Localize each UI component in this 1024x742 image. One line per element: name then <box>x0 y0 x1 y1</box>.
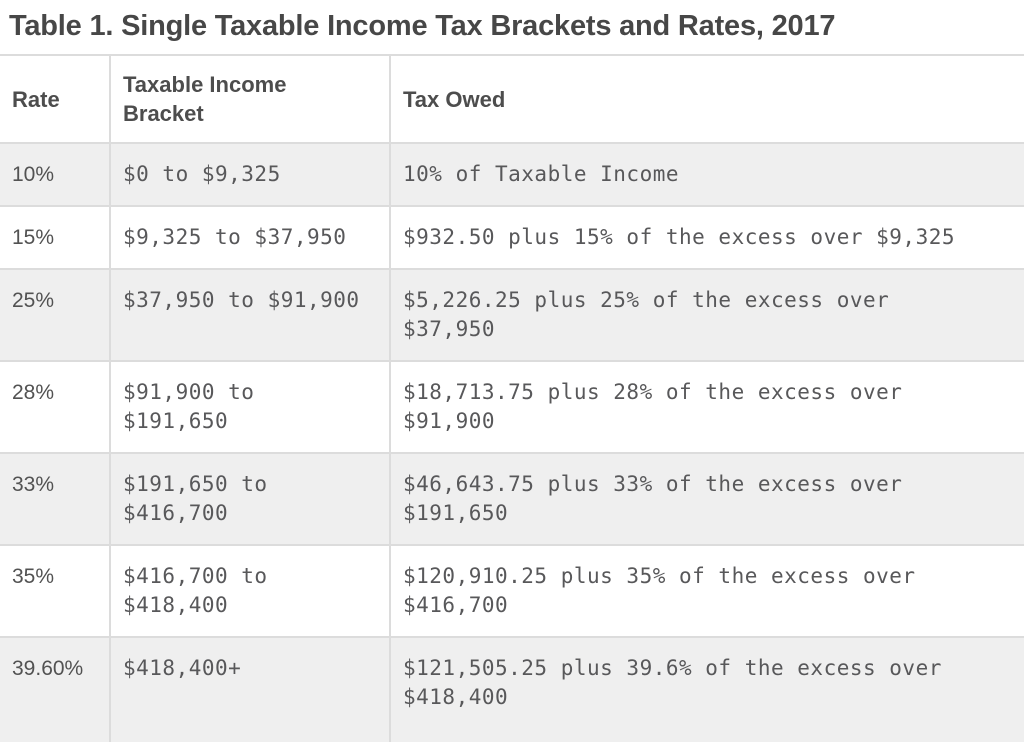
rate-cell: 15% <box>0 206 111 270</box>
tax-owed-cell: $120,910.25 plus 35% of the excess over … <box>390 545 1024 638</box>
rate-cell: 28% <box>0 361 111 454</box>
bracket-cell: $9,325 to $37,950 <box>110 206 391 270</box>
tax-owed-cell: $18,713.75 plus 28% of the excess over $… <box>390 361 1024 454</box>
tax-owed-cell: $121,505.25 plus 39.6% of the excess ove… <box>403 656 942 709</box>
bracket-cell: $191,650 to $416,700 <box>110 453 391 546</box>
bracket-cell: $416,700 to $418,400 <box>110 545 391 638</box>
bracket-cell: $91,900 to $191,650 <box>110 361 391 454</box>
column-header-tax-owed: Tax Owed <box>390 55 1024 144</box>
table-row: 10% $0 to $9,325 10% of Taxable Income <box>0 143 1024 207</box>
tax-owed-cell: $5,226.25 plus 25% of the excess over $3… <box>390 269 1024 362</box>
bracket-cell: $0 to $9,325 <box>110 143 391 207</box>
rate-cell: 25% <box>0 269 111 362</box>
header-row: Rate Taxable Income Bracket Tax Owed <box>0 55 1024 144</box>
column-header-rate: Rate <box>0 55 111 144</box>
tax-owed-cell: $46,643.75 plus 33% of the excess over $… <box>390 453 1024 546</box>
table-header: Rate Taxable Income Bracket Tax Owed <box>0 55 1024 144</box>
bracket-cell: $418,400+ <box>110 637 391 742</box>
table-row: 15% $9,325 to $37,950 $932.50 plus 15% of … <box>0 206 1024 270</box>
tax-owed-cell: 10% of Taxable Income <box>390 143 1024 207</box>
tax-brackets-table: Rate Taxable Income Bracket Tax Owed 10%… <box>0 54 1024 742</box>
rate-cell: 33% <box>0 453 111 546</box>
table-row: 33% $191,650 to $416,700 $46,643.75 plus 3… <box>0 453 1024 546</box>
table-row: 39.60% $418,400+ $121,505.25 plus 39.6% of… <box>0 637 1024 742</box>
page-title: Table 1. Single Taxable Income Tax Brack… <box>9 10 836 42</box>
table-row: 35% $416,700 to $418,400 $120,910.25 plus … <box>0 545 1024 638</box>
bracket-cell: $37,950 to $91,900 <box>110 269 391 362</box>
table-body: 10% $0 to $9,325 10% of Taxable Income 15% $… <box>0 143 1024 742</box>
tax-owed-cell: $932.50 plus 15% of the excess over $9,3… <box>390 206 1024 270</box>
table-row: 25% $37,950 to $91,900 $5,226.25 plus 25% … <box>0 269 1024 362</box>
rate-cell: 35% <box>0 545 111 638</box>
rate-cell: 10% <box>0 143 111 207</box>
rate-cell: 39.60% <box>0 637 111 742</box>
column-header-taxable-income-bracket: Taxable Income Bracket <box>110 55 391 144</box>
table-row: 28% $91,900 to $191,650 $18,713.75 plus 28… <box>0 361 1024 454</box>
